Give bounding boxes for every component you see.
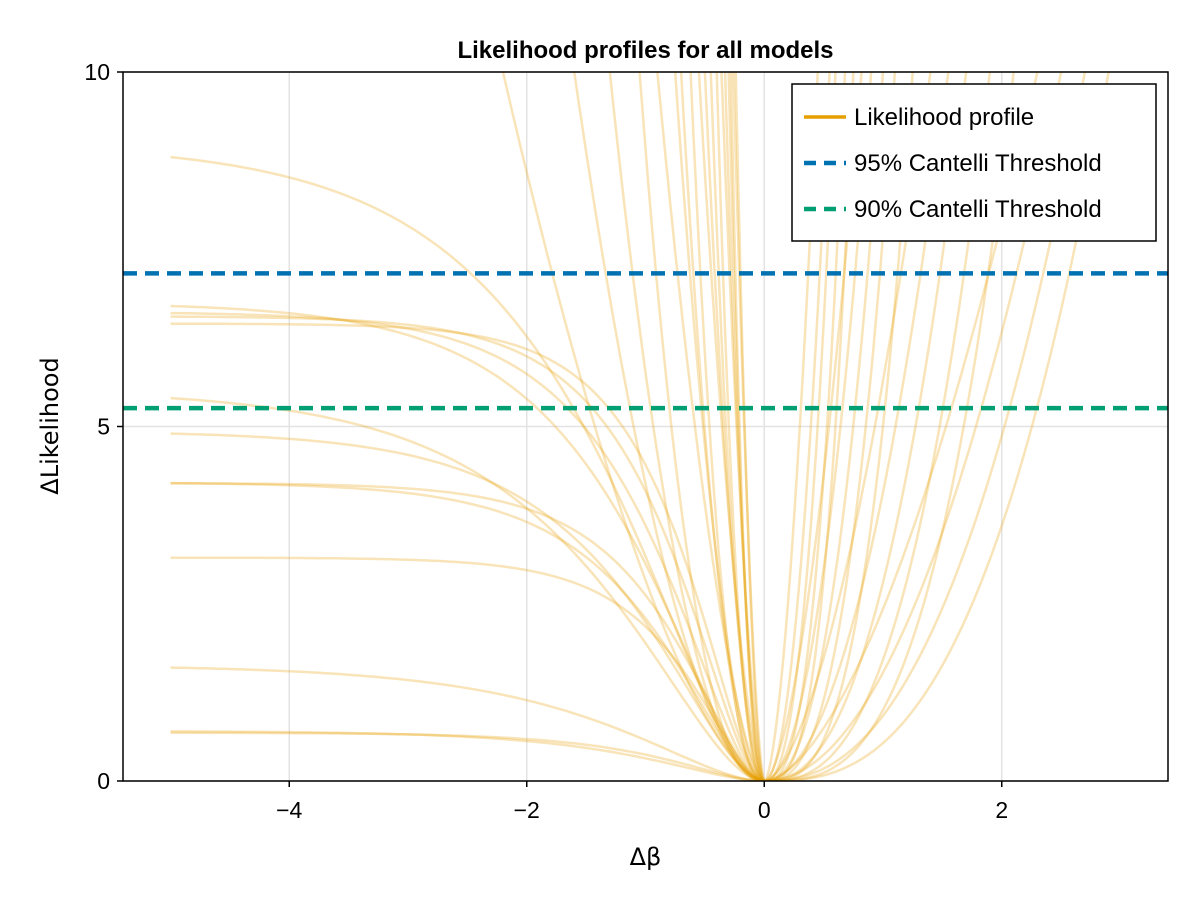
legend-label-cantelli-95: 95% Cantelli Threshold	[854, 150, 1102, 177]
likelihood-profile-curve	[673, 72, 765, 781]
likelihood-profile-curve	[689, 72, 765, 781]
likelihood-profile-curve	[170, 311, 765, 781]
likelihood-profile-curve	[170, 396, 765, 781]
likelihood-profile-curve	[501, 72, 765, 781]
x-axis-title: Δβ	[630, 843, 662, 871]
likelihood-profile-curve	[170, 730, 765, 781]
likelihood-profile-curve	[679, 72, 765, 781]
likelihood-profile-curve	[720, 72, 766, 781]
likelihood-profile-curve	[723, 72, 765, 781]
y-tick-label: 10	[84, 59, 110, 85]
likelihood-profile-curve	[734, 72, 765, 781]
likelihood-profile-curve	[638, 72, 765, 781]
likelihood-profile-curve	[170, 556, 765, 781]
likelihood-profile-curve	[170, 481, 765, 781]
likelihood-profile-curve	[170, 432, 765, 781]
likelihood-profile-curve	[732, 72, 766, 781]
likelihood-profile-curve	[170, 304, 765, 781]
threshold-lines	[123, 271, 1168, 411]
legend-label-profile: Likelihood profile	[854, 104, 1034, 131]
likelihood-profile-curve	[729, 72, 765, 781]
likelihood-profile-curve	[170, 666, 765, 781]
likelihood-profile-curve	[608, 72, 765, 781]
likelihood-profile-curve	[170, 315, 765, 781]
x-tick-label: 0	[758, 797, 771, 823]
x-tick-label: 2	[995, 797, 1008, 823]
likelihood-profile-curve	[709, 72, 765, 781]
legend: Likelihood profile 95% Cantelli Threshol…	[791, 83, 1157, 242]
likelihood-profile-curve	[727, 72, 765, 781]
x-tick-label: −2	[514, 797, 540, 823]
y-tick-label: 5	[97, 414, 110, 440]
likelihood-profile-curve	[573, 72, 765, 781]
legend-box	[791, 83, 1157, 242]
x-tick-label: −4	[276, 797, 302, 823]
legend-label-cantelli-90: 90% Cantelli Threshold	[854, 196, 1102, 223]
axis-ticks: −4 −2 0 2 0 5 10	[84, 59, 1008, 823]
likelihood-profile-curve	[715, 72, 765, 781]
likelihood-profile-curve	[170, 322, 765, 781]
chart-title: Likelihood profiles for all models	[457, 37, 833, 64]
likelihood-profile-curve	[697, 72, 766, 781]
likelihood-profile-curve	[656, 72, 765, 781]
likelihood-profile-curve	[170, 155, 765, 781]
likelihood-profile-curve	[170, 481, 765, 781]
y-tick-label: 0	[97, 768, 110, 794]
y-axis-title: ΔLikelihood	[36, 357, 64, 494]
likelihood-profile-curve	[703, 72, 765, 781]
likelihood-profile-curve	[170, 731, 765, 781]
